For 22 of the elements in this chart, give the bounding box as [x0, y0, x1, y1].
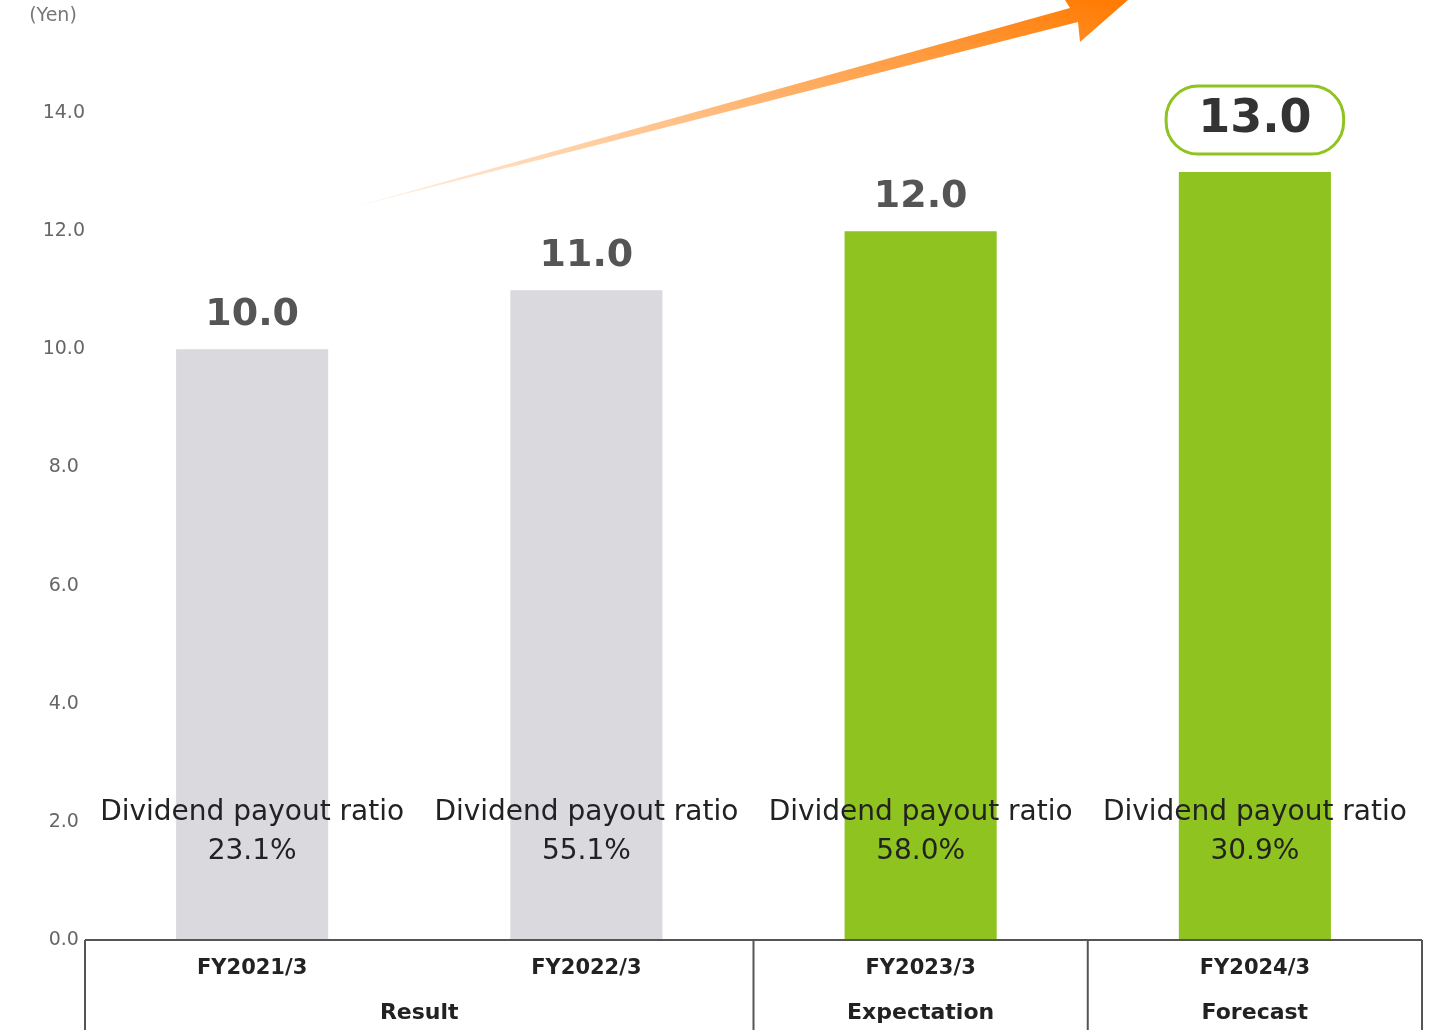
x-tick-label: FY2024/3: [1199, 955, 1311, 980]
y-tick-label: 12.0: [42, 218, 85, 241]
data-label: 10.0: [205, 290, 300, 335]
y-tick-label: 0.0: [48, 926, 79, 949]
x-tick-label: FY2021/3: [196, 955, 308, 980]
data-label: 12.0: [873, 172, 968, 217]
y-tick-label: 6.0: [48, 572, 79, 595]
y-tick-label: 2.0: [48, 808, 79, 831]
y-tick-label: 4.0: [48, 690, 79, 713]
y-tick-label: 10.0: [42, 336, 85, 359]
x-tick-label: FY2022/3: [531, 955, 642, 980]
y-axis-title: (Yen): [29, 2, 77, 25]
annotation: Dividend payout ratio 55.1%: [434, 794, 739, 867]
x-tick-label: FY2023/3: [865, 955, 976, 980]
text: Expectation: [847, 998, 995, 1024]
data-label: 13.0: [1198, 89, 1312, 144]
y-tick-label: 14.0: [42, 99, 85, 122]
text: Forecast: [1201, 998, 1309, 1024]
annotation: Dividend payout ratio 23.1%: [100, 794, 405, 867]
y-tick-label: 8.0: [48, 454, 79, 477]
text: Result: [379, 998, 460, 1024]
data-label: 11.0: [539, 231, 634, 276]
